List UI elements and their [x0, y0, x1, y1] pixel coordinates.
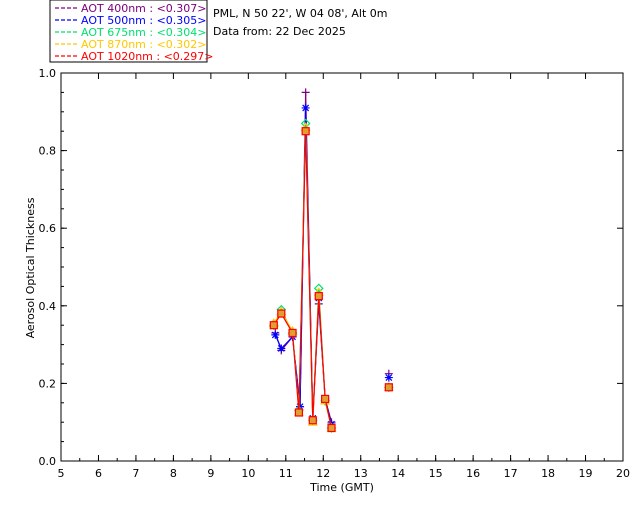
y-tick-label: 0.4: [39, 300, 57, 313]
legend: AOT 400nm : <0.307>AOT 500nm : <0.305>AO…: [49, 0, 214, 63]
series-3: [268, 118, 394, 433]
x-tick-label: 14: [391, 467, 405, 480]
x-tick-label: 19: [579, 467, 593, 480]
data-point: [294, 408, 304, 417]
x-tick-label: 18: [541, 467, 555, 480]
series-line: [275, 108, 389, 424]
series-line: [274, 123, 389, 428]
date-label: Data from: 22 Dec 2025: [213, 25, 346, 38]
data-point: [271, 330, 280, 339]
data-point: [308, 416, 317, 425]
x-tick-label: 15: [429, 467, 443, 480]
y-tick-label: 0.8: [39, 145, 57, 158]
series-2: [271, 103, 393, 429]
series-line: [274, 127, 389, 428]
data-point: [277, 309, 286, 318]
x-tick-label: 20: [616, 467, 630, 480]
series-5: [269, 127, 393, 433]
data-point: [384, 383, 393, 392]
data-point: [301, 88, 310, 97]
x-tick-label: 17: [504, 467, 518, 480]
series-4: [268, 122, 394, 432]
y-axis: 0.0 0.2 0.4 0.6 0.8 1.0: [39, 67, 623, 468]
series-line: [274, 131, 389, 428]
station-label: PML, N 50 22', W 04 08', Alt 0m: [213, 7, 387, 20]
y-tick-label: 1.0: [39, 67, 57, 80]
data-point: [301, 127, 310, 136]
data-point: [296, 402, 305, 411]
x-tick-label: 13: [354, 467, 368, 480]
legend-box: [49, 0, 208, 63]
y-tick-label: 0.6: [39, 222, 57, 235]
legend-entry: AOT 870nm : <0.302>: [81, 38, 207, 51]
series-layer: [268, 88, 394, 433]
data-point: [321, 394, 330, 404]
x-axis-label: Time (GMT): [309, 481, 374, 494]
legend-entry: AOT 500nm : <0.305>: [81, 14, 207, 27]
x-tick-label: 16: [466, 467, 480, 480]
data-point: [384, 373, 393, 382]
data-point: [288, 328, 297, 338]
y-tick-label: 0.2: [39, 377, 57, 390]
x-tick-label: 7: [132, 467, 139, 480]
legend-entry: AOT 400nm : <0.307>: [81, 2, 207, 15]
x-tick-label: 10: [241, 467, 255, 480]
x-tick-label: 8: [170, 467, 177, 480]
data-point: [301, 103, 310, 112]
x-tick-label: 11: [279, 467, 293, 480]
legend-entry: AOT 675nm : <0.304>: [81, 26, 207, 39]
legend-entry: AOT 1020nm : <0.297>: [81, 50, 214, 63]
data-point: [277, 344, 286, 353]
y-axis-label: Aerosol Optical Thickness: [24, 197, 37, 338]
x-tick-label: 6: [95, 467, 102, 480]
plot-frame: [60, 72, 624, 462]
y-tick-label: 0.0: [39, 455, 57, 468]
series-1: [271, 88, 393, 427]
x-tick-label: 12: [316, 467, 330, 480]
data-point: [269, 321, 278, 330]
data-point: [327, 423, 336, 433]
x-axis: 5 6 7 8 9 10 11 12 13 14 15 16 17 18 19 20: [58, 73, 630, 480]
series-line: [275, 92, 389, 422]
x-tick-label: 9: [207, 467, 214, 480]
data-point: [314, 292, 323, 301]
x-tick-label: 5: [58, 467, 65, 480]
